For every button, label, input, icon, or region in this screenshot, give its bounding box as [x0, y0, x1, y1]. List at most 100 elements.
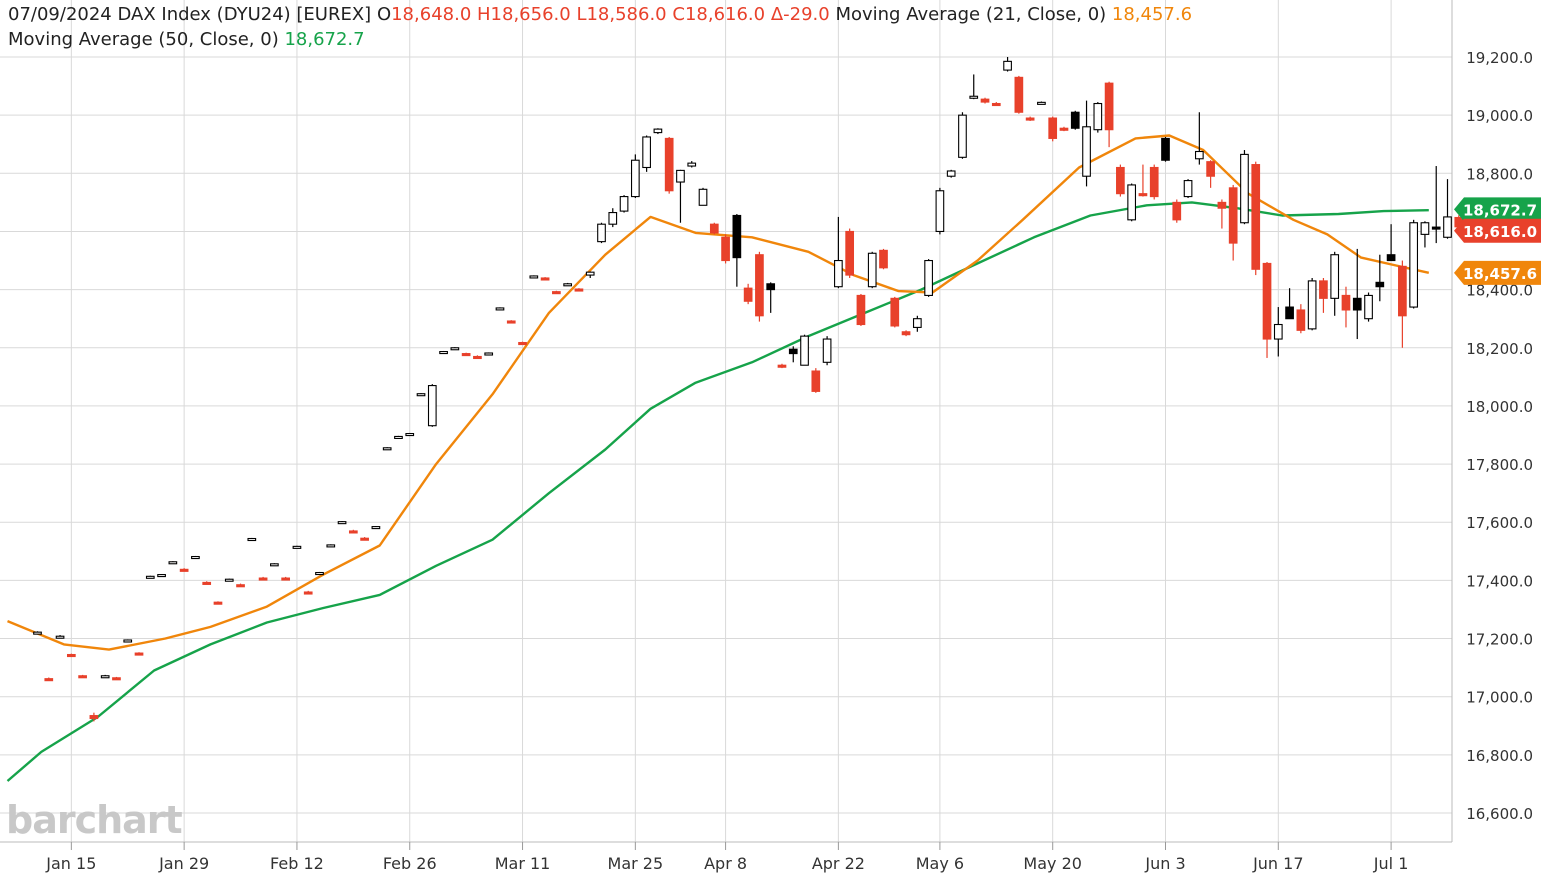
candle-body [890, 297, 900, 327]
x-tick-label: Jun 3 [1144, 854, 1185, 873]
candle-body [552, 291, 561, 295]
candle-body [597, 223, 606, 243]
candle-body [348, 530, 358, 534]
price-tag-shape [1454, 218, 1541, 243]
quote-symbol: DAX Index (DYU24) [EUREX] [117, 4, 372, 25]
candle-body [901, 331, 911, 336]
candle-body [619, 196, 629, 212]
x-tick-label: Mar 11 [495, 854, 551, 873]
candle-body [935, 190, 945, 233]
candle-body [676, 169, 685, 183]
candle-body [1352, 297, 1362, 311]
candle-body [834, 259, 843, 288]
candle-body [822, 338, 832, 363]
candle-body [44, 678, 54, 682]
candle-body [1082, 126, 1091, 177]
candle-body [1172, 201, 1182, 221]
y-tick-label: 17,600.0 [1466, 514, 1533, 532]
candle-body [1037, 101, 1046, 105]
candle-body [867, 252, 877, 288]
candle-body [800, 335, 809, 366]
x-tick-label: Feb 12 [270, 854, 324, 873]
x-tick-label: Jun 17 [1252, 854, 1303, 873]
candle-body [1262, 262, 1272, 340]
x-tick-label: Feb 26 [383, 854, 437, 873]
candle-body [134, 652, 144, 656]
candle-body [247, 537, 257, 542]
candle-body [1059, 127, 1069, 131]
candle-body [292, 545, 302, 549]
candle-body [1206, 161, 1215, 177]
candle-body [642, 136, 651, 169]
y-tick-label: 19,000.0 [1466, 107, 1533, 125]
open-prefix: O [376, 4, 392, 25]
candle-body [1025, 117, 1035, 121]
candle-body [270, 563, 279, 567]
candle-body [1386, 254, 1396, 262]
x-tick-label: May 20 [1023, 854, 1082, 873]
candle-body [980, 98, 990, 103]
candle-body [281, 577, 291, 581]
x-tick-label: Jul 1 [1373, 854, 1409, 873]
candle-body [1217, 201, 1227, 209]
candle-body [1307, 280, 1317, 330]
candle-body [1285, 306, 1294, 320]
y-tick-label: 16,600.0 [1466, 805, 1533, 823]
candles-layer [33, 57, 1464, 722]
candle-body [585, 271, 595, 276]
candle-body [394, 435, 403, 440]
ma21-label: Moving Average (21, Close, 0) [835, 4, 1107, 25]
candle-body [1014, 76, 1024, 113]
ma50-line [6, 201, 1429, 782]
y-tick-label: 16,800.0 [1466, 747, 1533, 765]
candle-body [1228, 187, 1238, 244]
candle-body [991, 102, 1001, 107]
candle-body [55, 635, 65, 639]
candle-body [224, 578, 234, 582]
y-tick-label: 18,800.0 [1466, 165, 1533, 183]
price-tag: 18,616.0 [1454, 218, 1541, 243]
ma50-layer [6, 201, 1429, 782]
ma50-value: 18,672.7 [284, 29, 365, 50]
candle-body [1364, 294, 1373, 320]
candle-body [664, 137, 674, 192]
ma50-label: Moving Average (50, Close, 0) [8, 29, 279, 50]
y-tick-label: 18,200.0 [1466, 340, 1533, 358]
candle-body [788, 348, 798, 355]
x-tick-label: Mar 25 [608, 854, 664, 873]
candle-body [946, 170, 956, 177]
candle-body [112, 677, 121, 681]
price-tag-label: 18,672.7 [1463, 201, 1537, 219]
candle-body [484, 352, 494, 356]
y-tick-label: 17,000.0 [1466, 689, 1533, 707]
candle-body [755, 254, 764, 317]
candle-body [382, 447, 392, 451]
candle-body [168, 561, 178, 565]
candle-body [958, 114, 967, 158]
price-tag-shape [1454, 260, 1541, 285]
candle-body [1273, 323, 1283, 340]
candle-body [450, 347, 460, 351]
candle-body [427, 385, 437, 427]
price-tag-label: 18,616.0 [1463, 223, 1537, 241]
candle-body [563, 283, 573, 287]
candle-body [360, 537, 369, 541]
candle-body [574, 288, 584, 292]
candle-body [811, 370, 821, 392]
candle-body [1138, 193, 1148, 197]
ma21-value: 18,457.6 [1111, 4, 1193, 25]
y-tick-label: 17,800.0 [1466, 456, 1533, 474]
candle-body [709, 223, 719, 234]
candle-body [1296, 309, 1306, 331]
candle-body [495, 307, 505, 311]
candle-body [1070, 111, 1080, 129]
barchart-watermark: barchart [6, 798, 183, 842]
low-prefix: L [576, 4, 587, 25]
price-tag-shape [1454, 197, 1541, 222]
x-tick-label: May 6 [916, 854, 964, 873]
candle-body [777, 364, 787, 368]
y-axis: 19,200.019,000.018,800.018,600.018,400.0… [1466, 49, 1533, 823]
candle-body [845, 230, 855, 276]
candle-body [1375, 281, 1385, 288]
